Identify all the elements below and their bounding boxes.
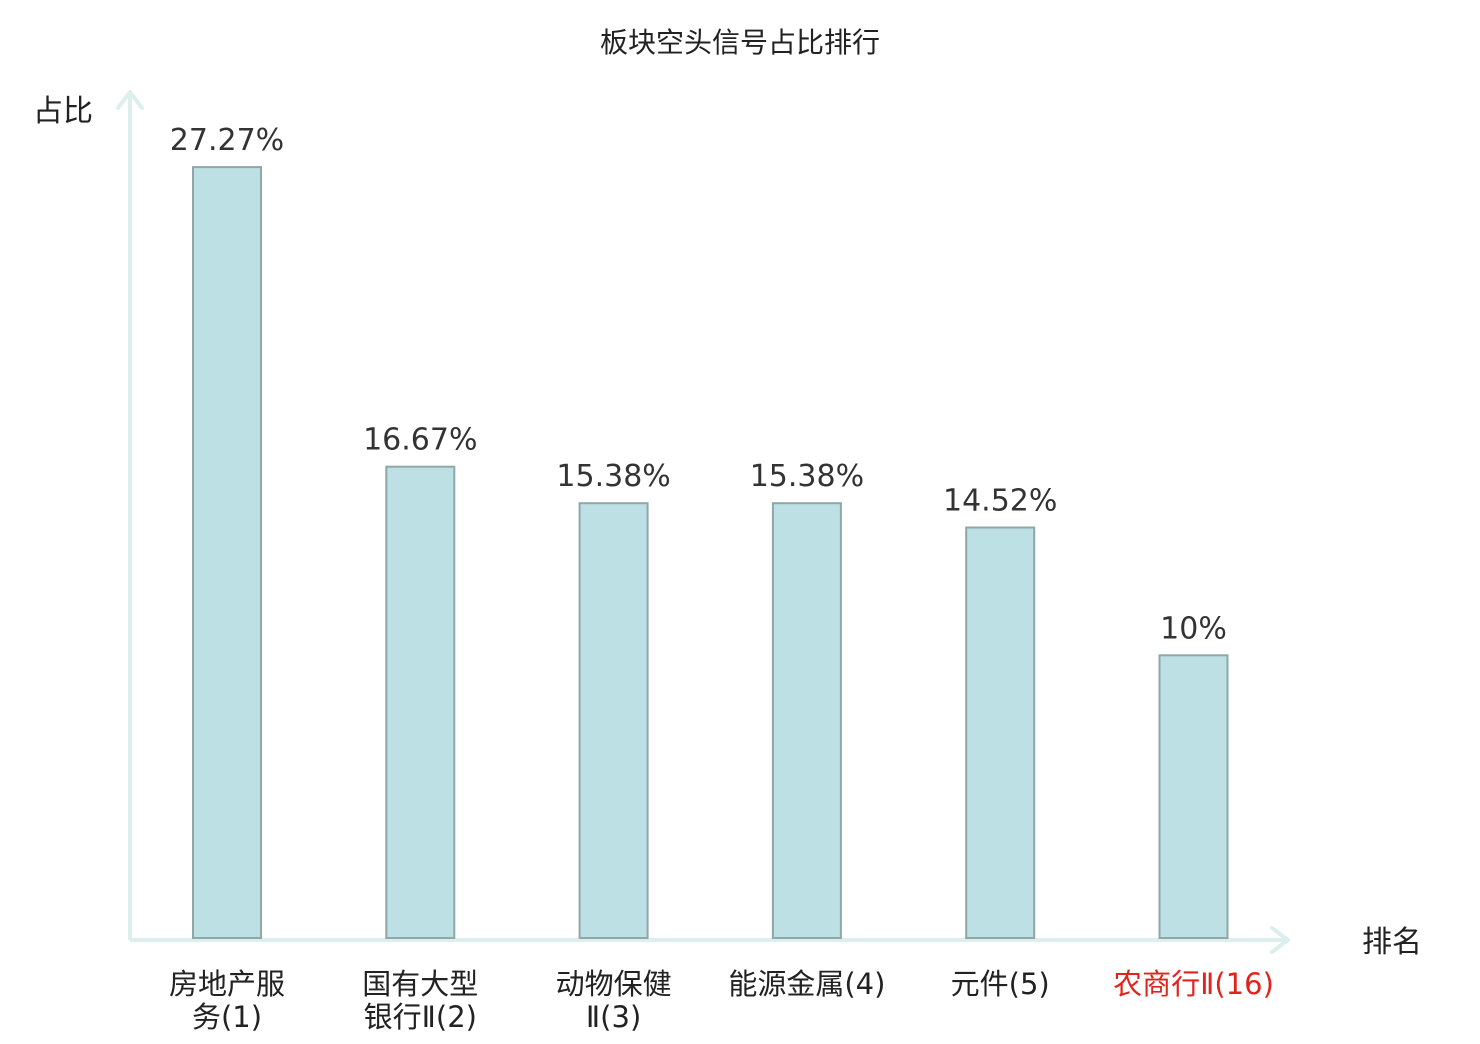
bar-4 [771,502,842,939]
category-label-6-line-1: 农商行Ⅱ(16) [1113,967,1274,1001]
y-axis-label: 占比 [33,94,93,129]
category-label-4-line-1: 能源金属(4) [728,967,885,1001]
value-label-4: 15.38% [750,459,864,494]
bar-5 [965,526,1036,939]
category-label-2-line-2: 银行Ⅱ(2) [364,1000,477,1034]
value-label-3: 15.38% [556,459,670,494]
category-label-1-line-1: 房地产服 [169,967,285,1001]
bar-3 [578,502,649,939]
bar-2 [385,465,456,939]
category-label-6: 农商行Ⅱ(16) [1113,967,1274,1001]
value-label-5: 14.52% [943,484,1057,519]
category-label-5-line-1: 元件(5) [951,967,1050,1001]
category-label-2-line-1: 国有大型 [362,967,478,1001]
chart-title: 板块空头信号占比排行 [600,26,880,59]
category-label-3-line-2: Ⅱ(3) [586,1000,641,1034]
category-label-4: 能源金属(4) [728,967,885,1001]
bar-1 [192,166,262,940]
category-label-1-line-2: 务(1) [192,1000,262,1034]
value-label-2: 16.67% [363,423,477,458]
x-axis-label: 排名 [1362,925,1422,960]
value-labels: 27.27% 16.67% 15.38% 15.38% 14.52% 10% [170,123,1227,646]
value-label-1: 27.27% [170,123,284,158]
y-axis [116,90,144,940]
x-axis [130,926,1290,954]
value-label-6: 10% [1160,611,1227,646]
x-axis-arrow-icon [1270,926,1290,954]
bar-6 [1158,654,1229,939]
category-label-5: 元件(5) [951,967,1050,1001]
y-axis-arrow-icon [116,90,144,110]
bars [192,166,1229,940]
category-label-3-line-1: 动物保健 [556,967,672,1001]
